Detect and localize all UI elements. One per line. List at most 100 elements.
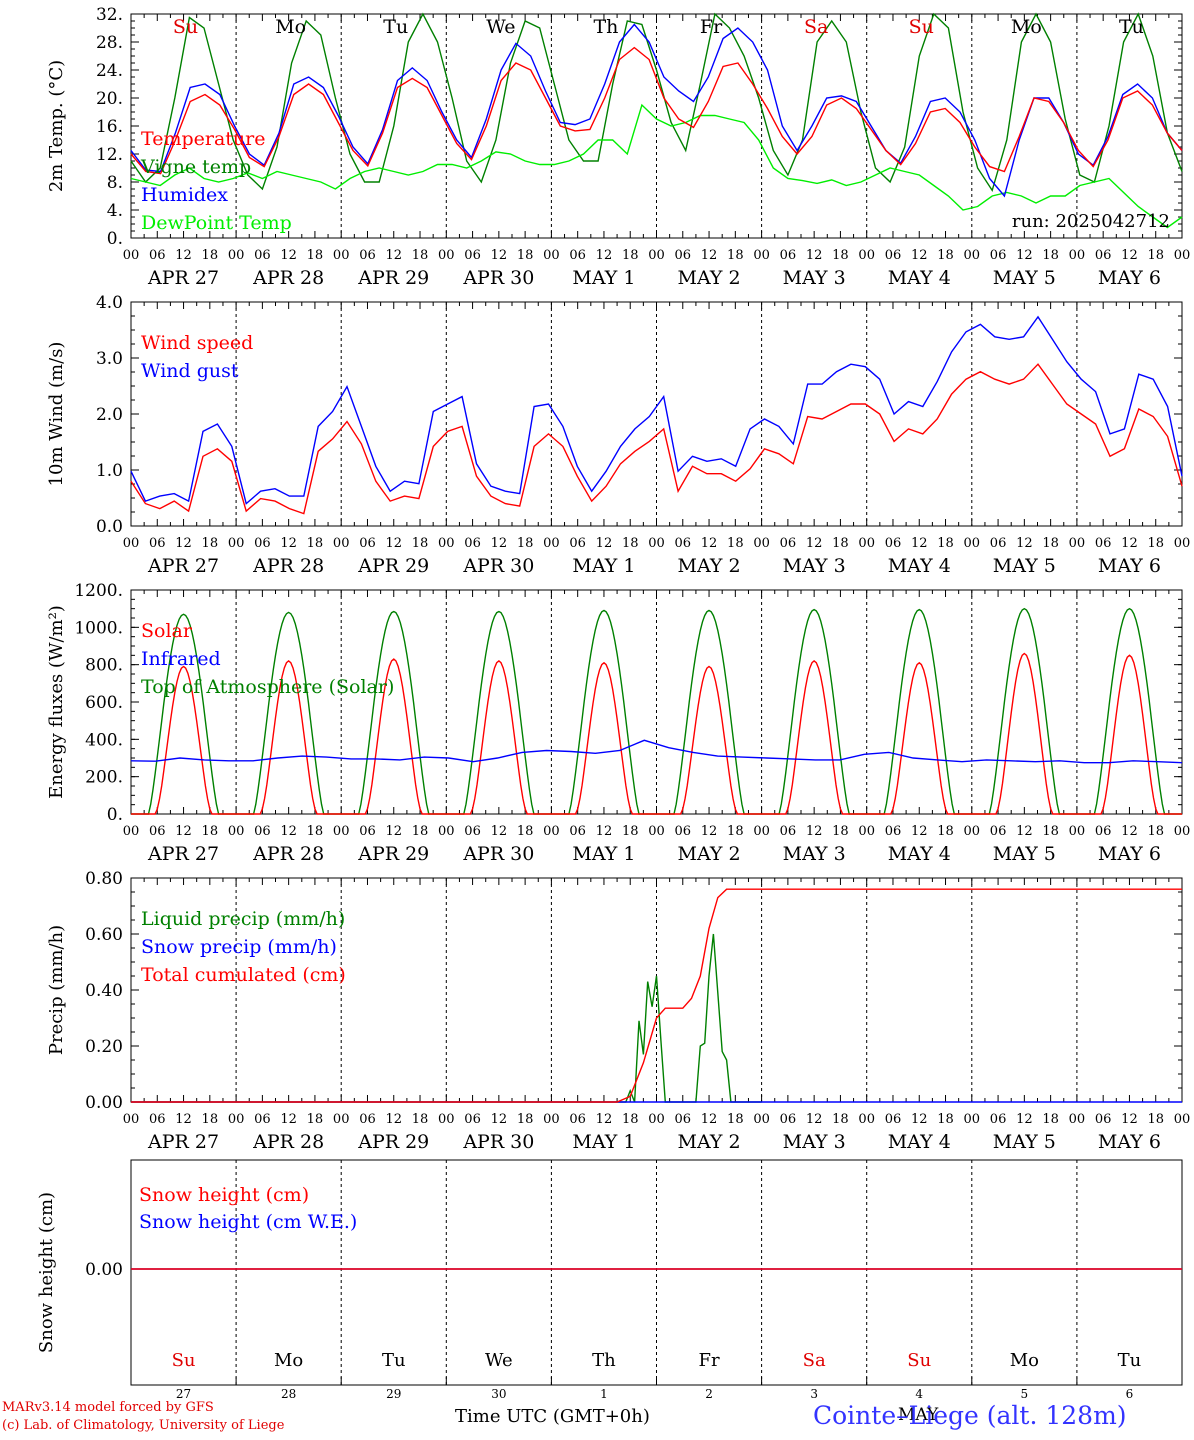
y-tick-label: 0.0 [96,517,123,537]
hour-tick-label: 00 [228,824,245,839]
hour-tick-label: 06 [675,1112,692,1127]
hour-tick-label: 00 [753,248,770,263]
hour-tick-label: 18 [937,824,954,839]
hour-tick-label: 00 [228,248,245,263]
day-number-label: 3 [810,1387,818,1401]
hour-tick-label: 18 [412,248,429,263]
day-number-label: 5 [1021,1387,1029,1401]
hour-tick-label: 06 [569,536,586,551]
y-tick-label: 600. [85,693,123,713]
hour-tick-label: 12 [806,536,823,551]
date-tick-label: APR 28 [252,1131,324,1153]
date-tick-label: MAY 2 [678,555,741,577]
hour-tick-label: 12 [1016,824,1033,839]
legend-entry: Wind speed [141,332,253,354]
hour-tick-label: 12 [1121,248,1138,263]
hour-tick-label: 12 [385,824,402,839]
date-tick-label: MAY 4 [888,843,951,865]
hour-tick-label: 00 [438,248,455,263]
hour-tick-label: 06 [569,824,586,839]
hour-tick-label: 00 [438,536,455,551]
hour-tick-label: 06 [990,824,1007,839]
y-tick-label: 20. [96,89,123,109]
hour-tick-label: 00 [753,536,770,551]
hour-tick-label: 12 [175,248,192,263]
date-tick-label: MAY 2 [678,843,741,865]
y-tick-label: 4.0 [96,293,123,313]
date-tick-label: APR 29 [357,843,429,865]
y-tick-label: 3.0 [96,349,123,369]
hour-tick-label: 00 [333,824,350,839]
hour-tick-label: 06 [990,248,1007,263]
month-label: MAY [898,1405,939,1425]
day-name-label: Su [909,16,934,38]
y-tick-label: 24. [96,61,123,81]
day-name-label: Mo [1011,16,1042,38]
date-tick-label: MAY 6 [1098,1131,1161,1153]
legend-entry: Top of Atmosphere (Solar) [141,676,394,698]
y-tick-label: 0.80 [85,869,123,889]
hour-tick-label: 12 [701,824,718,839]
hour-tick-label: 12 [280,248,297,263]
y-axis-label: Snow height (cm) [36,1192,57,1353]
hour-tick-label: 06 [990,1112,1007,1127]
date-tick-label: MAY 1 [572,555,635,577]
legend-entry: Temperature [141,128,265,150]
hour-tick-label: 06 [149,1112,166,1127]
hour-tick-label: 06 [149,536,166,551]
run-label: run: 2025042712 [1012,211,1170,232]
hour-tick-label: 00 [123,536,140,551]
day-name-label: Sa [803,1350,826,1371]
hour-tick-label: 06 [149,248,166,263]
day-name-label: Tu [1119,16,1144,38]
date-tick-label: MAY 1 [572,267,635,289]
day-number-label: 27 [176,1387,191,1401]
hour-tick-label: 12 [596,536,613,551]
hour-tick-label: 00 [543,824,560,839]
hour-tick-label: 18 [727,1112,744,1127]
day-number-label: 4 [915,1387,923,1401]
day-name-label: We [486,16,515,38]
hour-tick-label: 12 [385,536,402,551]
hour-tick-label: 18 [517,536,534,551]
legend-entry: DewPoint Temp [141,212,292,234]
hour-tick-label: 06 [675,248,692,263]
date-tick-label: APR 30 [462,843,534,865]
hour-tick-label: 06 [149,824,166,839]
day-name-label: Fr [700,16,723,38]
series-line-vigne-temp [130,12,1183,193]
y-tick-label: 4. [107,201,123,221]
date-tick-label: APR 30 [462,555,534,577]
credit-line-2: (c) Lab. of Climatology, University of L… [2,1418,285,1433]
credit-line-1: MARv3.14 model forced by GFS [2,1400,214,1415]
hour-tick-label: 00 [964,1112,981,1127]
series-line-humidex [130,23,1183,198]
hour-tick-label: 12 [1121,824,1138,839]
hour-tick-label: 12 [806,824,823,839]
hour-tick-label: 18 [937,248,954,263]
credit-block: MARv3.14 model forced by GFS (c) Lab. of… [2,1399,284,1435]
hour-tick-label: 12 [175,824,192,839]
hour-tick-label: 12 [911,824,928,839]
hour-tick-label: 12 [596,1112,613,1127]
hour-tick-label: 06 [569,248,586,263]
hour-tick-label: 18 [412,824,429,839]
hour-tick-label: 12 [806,1112,823,1127]
y-axis-label: Precip (mm/h) [46,925,67,1055]
hour-tick-label: 12 [1121,1112,1138,1127]
hour-tick-label: 06 [885,1112,902,1127]
date-tick-label: MAY 5 [993,267,1056,289]
series-line-total [131,888,1182,1103]
day-name-label: Su [907,1350,931,1371]
day-name-label: Tu [382,1350,406,1371]
hour-tick-label: 00 [858,248,875,263]
day-name-label: Th [593,16,618,38]
hour-tick-label: 00 [438,1112,455,1127]
hour-tick-label: 00 [858,536,875,551]
y-tick-label: 0.00 [85,1093,123,1113]
date-tick-label: MAY 1 [572,1131,635,1153]
hour-tick-label: 06 [885,824,902,839]
hour-tick-label: 00 [858,1112,875,1127]
hour-tick-label: 18 [307,536,324,551]
day-name-label: We [485,1350,513,1371]
